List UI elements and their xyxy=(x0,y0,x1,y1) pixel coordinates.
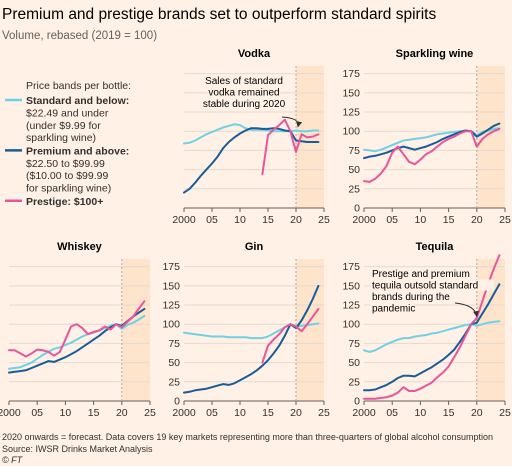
panel-title: Vodka xyxy=(238,48,271,60)
x-tick-label: 20 xyxy=(471,214,483,226)
legend-desc-0-0: $22.49 and under xyxy=(26,107,109,119)
y-tick-label: 0 xyxy=(174,396,180,408)
x-tick-label: 25 xyxy=(318,407,330,419)
y-tick-label: 125 xyxy=(162,300,180,312)
x-tick-label: 10 xyxy=(234,214,246,226)
x-tick-label: 2000 xyxy=(352,214,376,226)
x-tick-label: 15 xyxy=(443,214,455,226)
x-tick-label: 20 xyxy=(290,214,302,226)
y-tick-label: 100 xyxy=(342,126,360,138)
x-tick-label: 10 xyxy=(415,407,427,419)
panel-sparkling-wine: Sparkling wine 0 25 50 75 100 125 150 175 2000 05 1… xyxy=(342,48,511,226)
legend-desc-1-1: ($10.00 to $99.99 xyxy=(26,170,108,182)
y-tick-label: 150 xyxy=(342,280,360,292)
legend-label-2: Prestige: $100+ xyxy=(26,196,103,208)
y-tick-label: 25 xyxy=(168,376,180,388)
x-tick-label: 15 xyxy=(88,407,100,419)
x-tick-label: 05 xyxy=(206,214,218,226)
panel-whiskey: Whiskey 2000 05 10 15 20 25 xyxy=(0,241,156,419)
y-tick-label: 175 xyxy=(342,261,360,273)
panel-vodka: Vodka 2000 05 10 15 20 25 Sales of standardvodk… xyxy=(172,48,330,226)
x-tick-label: 05 xyxy=(206,407,218,419)
x-tick-label: 2000 xyxy=(172,407,196,419)
forecast-shading xyxy=(477,66,505,208)
y-tick-label: 50 xyxy=(168,357,180,369)
legend-desc-0-2: sparkling wine) xyxy=(26,132,96,144)
x-tick-label: 20 xyxy=(116,407,128,419)
annotation-text: brands during the xyxy=(372,292,450,303)
annotation-text: Prestige and premium xyxy=(372,269,470,280)
y-tick-label: 75 xyxy=(348,145,360,157)
y-tick-label: 150 xyxy=(342,87,360,99)
y-tick-label: 125 xyxy=(342,107,360,119)
annotation-text: pandemic xyxy=(372,304,415,315)
panel-tequila: Tequila 0 25 50 75 100 125 150 175 2000 05 10 15 20 25… xyxy=(342,241,511,419)
y-tick-label: 0 xyxy=(354,203,360,215)
y-tick-label: 150 xyxy=(162,280,180,292)
x-tick-label: 05 xyxy=(386,407,398,419)
legend-label-0: Standard and below: xyxy=(26,95,129,107)
y-tick-label: 175 xyxy=(162,261,180,273)
y-tick-label: 50 xyxy=(348,357,360,369)
annotation-text: stable during 2020 xyxy=(203,99,286,110)
x-tick-label: 2000 xyxy=(172,214,196,226)
y-tick-label: 75 xyxy=(168,338,180,350)
footer-credit: © FT xyxy=(2,455,22,465)
y-tick-label: 100 xyxy=(162,319,180,331)
annotation-text: vodka remained xyxy=(208,88,279,99)
legend-desc-0-1: (under $9.99 for xyxy=(26,120,101,132)
annotation-text: Sales of standard xyxy=(205,76,283,87)
x-tick-label: 15 xyxy=(262,407,274,419)
y-tick-label: 75 xyxy=(348,338,360,350)
footer-source: Source: IWSR Drinks Market Analysis xyxy=(2,444,153,454)
x-tick-label: 25 xyxy=(499,214,511,226)
y-tick-label: 0 xyxy=(354,396,360,408)
legend-desc-1-0: $22.50 to $99.99 xyxy=(26,158,105,170)
panel-title: Gin xyxy=(245,241,264,253)
panel-title: Whiskey xyxy=(57,241,103,253)
x-tick-label: 05 xyxy=(31,407,43,419)
x-tick-label: 10 xyxy=(60,407,72,419)
x-tick-label: 20 xyxy=(290,407,302,419)
footer-note: 2020 onwards = forecast. Data covers 19 … xyxy=(2,432,493,442)
forecast-shading xyxy=(122,259,150,401)
y-tick-label: 25 xyxy=(348,376,360,388)
x-tick-label: 10 xyxy=(234,407,246,419)
y-tick-label: 125 xyxy=(342,300,360,312)
x-tick-label: 15 xyxy=(262,214,274,226)
x-tick-label: 15 xyxy=(443,407,455,419)
x-tick-label: 10 xyxy=(415,214,427,226)
x-tick-label: 25 xyxy=(499,407,511,419)
x-tick-label: 05 xyxy=(386,214,398,226)
panel-gin: Gin 0 25 50 75 100 125 150 175 2000 05 10 15 20 25 xyxy=(162,241,330,419)
legend-heading: Price bands per bottle: xyxy=(26,80,131,92)
x-tick-label: 20 xyxy=(471,407,483,419)
panel-title: Tequila xyxy=(416,241,455,253)
x-tick-label: 2000 xyxy=(352,407,376,419)
x-tick-label: 2000 xyxy=(0,407,21,419)
y-tick-label: 25 xyxy=(348,183,360,195)
legend-label-1: Premium and above: xyxy=(26,145,129,157)
y-tick-label: 175 xyxy=(342,68,360,80)
legend-desc-1-2: for sparkling wine) xyxy=(26,183,111,195)
annotation-text: tequila outsold standard xyxy=(372,281,478,292)
panel-title: Sparkling wine xyxy=(396,48,474,60)
y-tick-label: 100 xyxy=(342,319,360,331)
x-tick-label: 25 xyxy=(318,214,330,226)
y-tick-label: 50 xyxy=(348,164,360,176)
x-tick-label: 25 xyxy=(144,407,156,419)
